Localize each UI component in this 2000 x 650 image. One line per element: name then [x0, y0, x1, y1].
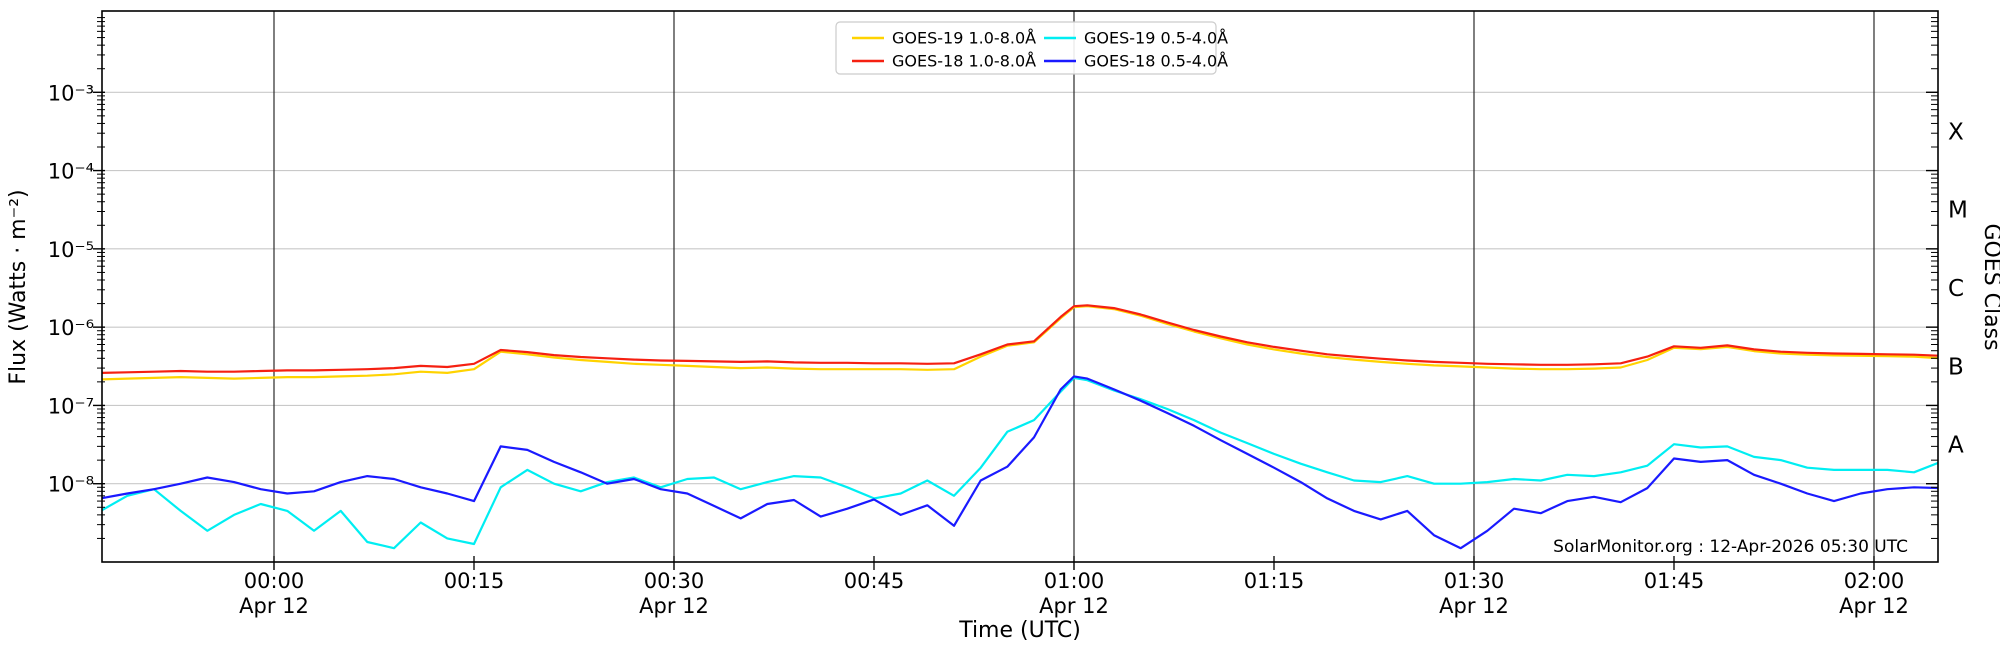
y-tick-label-1e-3: 10⁻³ [48, 81, 94, 105]
legend-box [835, 21, 1217, 75]
x-tick-date-label: Apr 12 [239, 594, 309, 618]
series-line-goes-18-0-5-4-0- [102, 375, 1938, 550]
x-tick-date-label: Apr 12 [1439, 594, 1509, 618]
y-axis-label-goes-class: GOES Class [1979, 223, 2000, 350]
x-tick-label-00:30: 00:30 [644, 569, 705, 593]
goes-class-label-C: C [1948, 276, 1964, 302]
x-tick-date-label: Apr 12 [639, 594, 709, 618]
goes-class-label-M: M [1948, 198, 1968, 224]
plot-frame [101, 10, 1939, 563]
solarmonitor-timestamp-annotation: SolarMonitor.org : 12-Apr-2026 05:30 UTC [1553, 537, 1908, 557]
x-axis-label-time-utc: Time (UTC) [958, 618, 1081, 643]
legend-entry-label: GOES-19 0.5-4.0Å [1084, 29, 1228, 48]
x-tick-label-01:00: 01:00 [1044, 569, 1105, 593]
x-tick-label-02:00: 02:00 [1844, 569, 1905, 593]
x-tick-label-00:45: 00:45 [844, 569, 905, 593]
x-tick-date-label: Apr 12 [1839, 594, 1909, 618]
goes-class-label-X: X [1948, 119, 1964, 145]
y-tick-label-1e-7: 10⁻⁷ [48, 394, 94, 418]
goes-class-letter-labels: X M C B A [1948, 119, 1968, 458]
series-line-goes-19-0-5-4-0- [102, 376, 1938, 550]
y-tick-label-1e-5: 10⁻⁵ [48, 238, 94, 262]
y-tick-labels: 10⁻³ 10⁻⁴ 10⁻⁵ 10⁻⁶ 10⁻⁷ 10⁻⁸ [48, 81, 94, 496]
goes-class-label-A: A [1948, 433, 1964, 459]
y-tick-label-1e-8: 10⁻⁸ [48, 473, 94, 497]
halfhour-vertical-lines [273, 11, 1875, 570]
axis-ticks [93, 17, 1938, 570]
legend: GOES-19 1.0-8.0Å GOES-18 1.0-8.0Å GOES-19 … [835, 21, 1228, 75]
x-tick-label-00:00: 00:00 [244, 569, 305, 593]
x-tick-label-01:30: 01:30 [1444, 569, 1505, 593]
x-tick-label-01:45: 01:45 [1644, 569, 1705, 593]
decade-gridlines [102, 91, 1938, 485]
legend-entry-label: GOES-18 1.0-8.0Å [892, 52, 1036, 71]
series-line-goes-18-1-0-8-0- [102, 304, 1938, 374]
flux-series-lines [102, 304, 1938, 550]
y-tick-label-1e-4: 10⁻⁴ [48, 160, 94, 184]
x-tick-label-00:15: 00:15 [444, 569, 505, 593]
x-tick-date-label: Apr 12 [1039, 594, 1109, 618]
legend-entry-label: GOES-19 1.0-8.0Å [892, 29, 1036, 48]
y-axis-label-flux: Flux (Watts · m⁻²) [6, 189, 31, 384]
y-tick-label-1e-6: 10⁻⁶ [48, 316, 94, 340]
legend-entry-label: GOES-18 0.5-4.0Å [1084, 52, 1228, 71]
goes-class-label-B: B [1948, 354, 1964, 380]
x-tick-label-01:15: 01:15 [1244, 569, 1305, 593]
